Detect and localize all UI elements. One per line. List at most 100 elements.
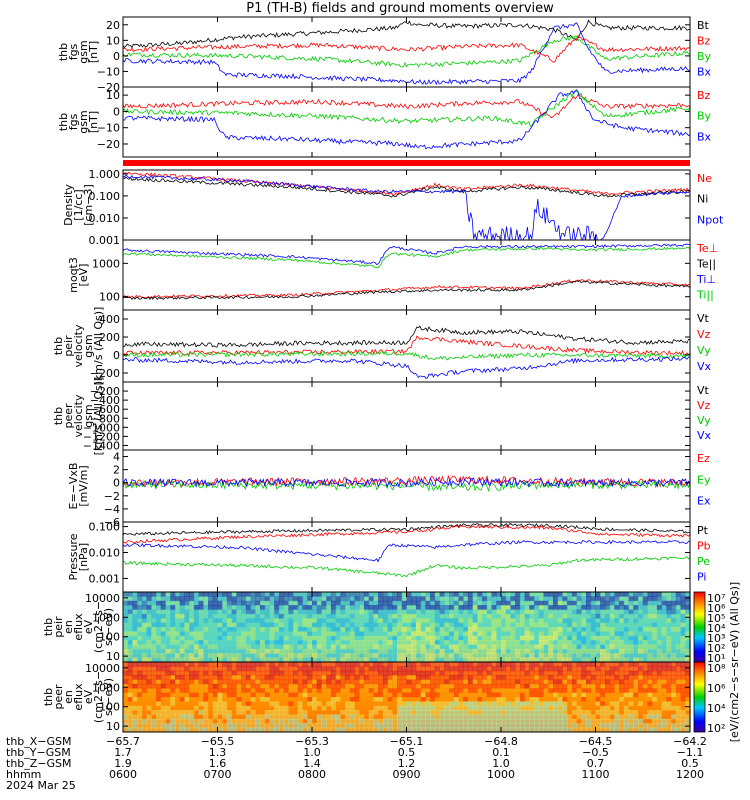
efield-ytick-1: 2 [113, 464, 120, 477]
temperature-legend-2: Ti⊥ [696, 273, 716, 286]
ion_spectrogram-cbtick-2: 10⁵ [707, 612, 725, 625]
electron_velocity-legend-3: Vx [697, 429, 712, 442]
density-ytick-0: 1.000 [89, 168, 121, 181]
electron_velocity-legend-2: Vy [697, 414, 711, 427]
fgs_gsm-series-Bz [122, 34, 691, 63]
footer-label-2: thb_Z−GSM [6, 757, 72, 770]
efield-ytick-2: 0 [113, 477, 120, 490]
colorbar-electron [693, 661, 706, 733]
fgs_gsm-ylabel-3: [nT] [87, 41, 100, 63]
ion_velocity-ytick-1: 200 [99, 331, 120, 344]
footer-value-1-5: −0.5 [582, 746, 609, 759]
efield-ytick-5: −6 [104, 516, 120, 529]
efield-ytick-3: −2 [104, 490, 120, 503]
footer-value-0-3: −65.1 [390, 735, 424, 748]
density-ylabel-0: Density [62, 184, 75, 226]
fgs_gsm_2-legend-2: Bx [697, 130, 712, 143]
colorbar-label: [eV/(cm2−s−sr−eV) (All Qs)] [728, 582, 741, 742]
ion_velocity-frame [122, 309, 691, 383]
fgs_gsm-legend-2: By [697, 50, 712, 63]
footer-value-3-2: 0800 [298, 768, 326, 781]
electron_spectrogram-ytick-2: 100 [99, 701, 120, 714]
fgs_gsm_2-ylabel-0: thb [57, 113, 70, 131]
ion_velocity-ytick-3: −200 [90, 367, 120, 380]
fgs_gsm_2-series-Bz [122, 94, 691, 119]
electron_spectrogram-cbtick-2: 10⁴ [707, 702, 726, 715]
temperature-ylabel-0: moqt3 [67, 257, 80, 293]
electron_spectrogram-cbtick-0: 10⁸ [707, 662, 726, 675]
ion_spectrogram-ytick-2: 100 [99, 631, 120, 644]
pressure-legend-0: Pt [697, 524, 709, 537]
pressure-ylabel-1: [nPa] [77, 543, 90, 571]
ion_spectrogram-ylabel-3: eflux [72, 613, 85, 641]
footer-label-3: hhmm [6, 768, 41, 781]
ion_spectrogram-cbtick-1: 10⁶ [707, 602, 726, 615]
electron_velocity-ylabel-3: gsm [82, 404, 95, 427]
electron_velocity-ylabel-4: [km/s (All Qs)] [92, 377, 105, 456]
density-legend-1: Ni [697, 193, 708, 206]
electron_velocity-ytick-3: −800 [90, 412, 120, 425]
ion_spectrogram-ylabel-0: thb [42, 618, 55, 636]
panel-efield: 420−2−4−6 E=−VxB[mV/m] [67, 449, 691, 529]
footer-label-0: thb_X−GSM [6, 735, 72, 748]
electron_spectrogram-cbtick-3: 10² [707, 722, 725, 735]
ion_velocity-series-Vy [122, 350, 691, 361]
footer-value-3-0: 0600 [109, 768, 137, 781]
electron_velocity-ytick-2: −600 [90, 403, 120, 416]
fgs_gsm_2-series-Bx [122, 89, 691, 150]
panel-density: 1.000 0.100 0.010 0.001 Density[1/cc][cm−3] [62, 168, 691, 247]
electron_velocity-ylabel-1: peer [62, 403, 75, 429]
footer-value-3-6: 1200 [676, 768, 704, 781]
electron_velocity-ylabel-0: thb [52, 407, 65, 425]
density-series-Ni [122, 176, 691, 198]
footer-value-0-0: −65.7 [106, 735, 140, 748]
electron_spectrogram-ylabel-0: thb [42, 688, 55, 706]
temperature-series-Te|| [122, 280, 691, 301]
fgs_gsm_2-series-By [122, 90, 691, 128]
density-legend-0: Ne [697, 172, 712, 185]
density-ytick-2: 0.010 [89, 212, 121, 225]
ion_velocity-legend-3: Vx [697, 360, 712, 373]
ion_velocity-series-Vz [122, 335, 691, 356]
fgs_gsm_2-frame [122, 86, 691, 158]
density-frame [122, 169, 691, 241]
electron_velocity-legend-1: Vz [697, 399, 711, 412]
pressure-ytick-0: 0.100 [89, 521, 121, 534]
footer-value-0-2: −65.3 [295, 735, 329, 748]
footer-label-1: thb_Y−GSM [6, 746, 71, 759]
electron_spectrogram-ytick-0: 10000 [85, 662, 120, 675]
temperature-legend-3: Ti|| [696, 289, 714, 302]
ion_spectrogram-ylabel-5: (cm2−s− [92, 601, 105, 653]
footer-value-1-4: 0.1 [492, 746, 510, 759]
ion_velocity-legend-1: Vz [697, 328, 711, 341]
electron_spectrogram-ylabel-5: (cm2−s− [92, 671, 105, 723]
ion_spectrogram-cbtick-4: 10³ [707, 632, 725, 645]
panel-pressure: 0.100 0.010 0.001 Pressure[nPa] [67, 521, 691, 593]
fgs_gsm-legend-1: Bz [697, 35, 711, 48]
efield-legend-0: Ez [697, 452, 710, 465]
temperature-ytick-1: 100 [99, 291, 120, 304]
fgs_gsm_2-ylabel-1: fgs [67, 113, 80, 130]
footer-value-1-1: 1.3 [209, 746, 227, 759]
panel-temperature: 1000 100 moqt3[eV] [67, 239, 691, 311]
fgs_gsm_2-legend-1: By [697, 110, 712, 123]
ion_velocity-ylabel-3: gsm [82, 334, 95, 357]
panel-electron_velocity: −200−400−600−800−1000−1200−1400 thbpeerve… [52, 377, 691, 456]
efield-ylabel-1: [mV/m] [77, 465, 90, 506]
ion_spectrogram-cbtick-0: 10⁷ [707, 592, 725, 605]
footer-value-2-6: 0.5 [681, 757, 699, 770]
fgs_gsm-legend-0: Bt [697, 19, 710, 32]
footer-value-0-6: −64.2 [673, 735, 707, 748]
fgs_gsm_2-ylabel-3: [nT] [87, 111, 100, 133]
density-ytick-1: 0.100 [89, 190, 121, 203]
pressure-series-Pt [122, 523, 690, 536]
fgs_gsm_2-ytick-2: −10 [97, 122, 120, 135]
electron_spectrogram-ylabel-1: peer [52, 684, 65, 710]
temperature-legend-0: Te⊥ [696, 242, 718, 255]
ion_velocity-legend-2: Vy [697, 344, 711, 357]
electron_velocity-ytick-0: −200 [90, 385, 120, 398]
red-bar [123, 160, 690, 166]
ion_spectrogram-cbtick-6: 10¹ [707, 652, 725, 665]
